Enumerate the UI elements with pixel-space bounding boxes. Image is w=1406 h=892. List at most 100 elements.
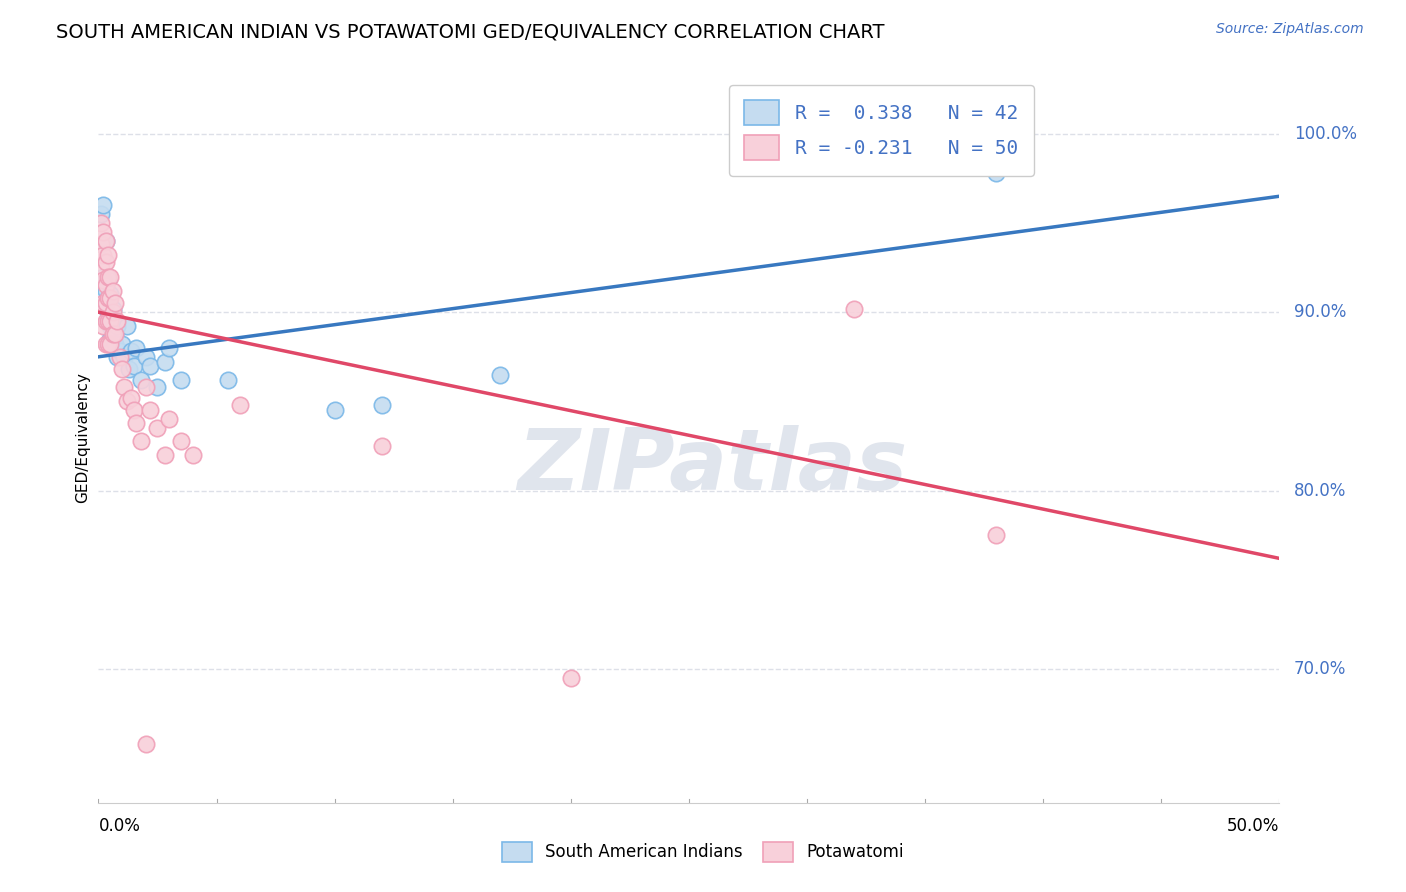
Text: Source: ZipAtlas.com: Source: ZipAtlas.com bbox=[1216, 22, 1364, 37]
Point bbox=[98, 337, 121, 351]
Point bbox=[101, 301, 124, 316]
Point bbox=[94, 284, 117, 298]
Point bbox=[104, 296, 127, 310]
Point bbox=[91, 319, 114, 334]
Point bbox=[105, 319, 128, 334]
Text: 80.0%: 80.0% bbox=[1294, 482, 1346, 500]
Point bbox=[323, 403, 346, 417]
Point bbox=[98, 314, 121, 328]
Point bbox=[139, 359, 162, 373]
Point bbox=[844, 301, 866, 316]
Point bbox=[170, 373, 193, 387]
Point bbox=[91, 225, 114, 239]
Point bbox=[153, 355, 176, 369]
Point bbox=[105, 314, 128, 328]
Point bbox=[371, 398, 394, 412]
Point bbox=[157, 412, 180, 426]
Point bbox=[90, 216, 112, 230]
Point bbox=[181, 448, 204, 462]
Point bbox=[115, 394, 138, 409]
Point bbox=[139, 403, 162, 417]
Point bbox=[984, 528, 1007, 542]
Point bbox=[104, 326, 127, 341]
Point bbox=[111, 362, 134, 376]
Point bbox=[94, 234, 117, 248]
Text: SOUTH AMERICAN INDIAN VS POTAWATOMI GED/EQUIVALENCY CORRELATION CHART: SOUTH AMERICAN INDIAN VS POTAWATOMI GED/… bbox=[56, 22, 884, 41]
Point bbox=[98, 332, 121, 346]
Point bbox=[371, 439, 394, 453]
Point bbox=[97, 273, 120, 287]
Point bbox=[94, 296, 117, 310]
Point bbox=[560, 671, 582, 685]
Point bbox=[111, 337, 134, 351]
Y-axis label: GED/Equivalency: GED/Equivalency bbox=[75, 372, 90, 502]
Point bbox=[229, 398, 252, 412]
Text: 50.0%: 50.0% bbox=[1227, 817, 1279, 835]
Point bbox=[101, 326, 124, 341]
Point bbox=[91, 198, 114, 212]
Point bbox=[135, 737, 157, 751]
Point bbox=[115, 319, 138, 334]
Legend: South American Indians, Potawatomi: South American Indians, Potawatomi bbox=[494, 833, 912, 871]
Point bbox=[104, 337, 127, 351]
Point bbox=[90, 207, 112, 221]
Point bbox=[94, 278, 117, 293]
Point bbox=[97, 291, 120, 305]
Point bbox=[112, 350, 135, 364]
Point bbox=[98, 319, 121, 334]
Point bbox=[97, 305, 120, 319]
Text: ZIPatlas: ZIPatlas bbox=[517, 425, 908, 508]
Point bbox=[129, 373, 152, 387]
Text: 100.0%: 100.0% bbox=[1294, 125, 1357, 143]
Point bbox=[94, 337, 117, 351]
Point bbox=[121, 391, 143, 405]
Point bbox=[97, 337, 120, 351]
Point bbox=[170, 434, 193, 448]
Point bbox=[94, 296, 117, 310]
Point bbox=[97, 248, 120, 262]
Point bbox=[105, 350, 128, 364]
Point bbox=[91, 248, 114, 262]
Point bbox=[135, 350, 157, 364]
Point bbox=[94, 234, 117, 248]
Point bbox=[90, 260, 112, 275]
Point bbox=[125, 341, 148, 355]
Point bbox=[98, 291, 121, 305]
Point bbox=[146, 380, 169, 394]
Point bbox=[108, 344, 131, 359]
Point bbox=[984, 166, 1007, 180]
Point bbox=[217, 373, 239, 387]
Point bbox=[118, 362, 141, 376]
Point bbox=[122, 403, 145, 417]
Point bbox=[135, 380, 157, 394]
Point bbox=[91, 269, 114, 284]
Point bbox=[97, 314, 120, 328]
Point bbox=[489, 368, 512, 382]
Point bbox=[125, 416, 148, 430]
Point bbox=[97, 291, 120, 305]
Point bbox=[94, 314, 117, 328]
Point bbox=[129, 434, 152, 448]
Point bbox=[122, 359, 145, 373]
Point bbox=[101, 314, 124, 328]
Point bbox=[104, 314, 127, 328]
Point bbox=[104, 326, 127, 341]
Point bbox=[108, 350, 131, 364]
Point bbox=[98, 269, 121, 284]
Point bbox=[101, 326, 124, 341]
Text: 90.0%: 90.0% bbox=[1294, 303, 1346, 321]
Point bbox=[90, 237, 112, 252]
Point bbox=[91, 296, 114, 310]
Point bbox=[112, 380, 135, 394]
Point bbox=[157, 341, 180, 355]
Point bbox=[97, 269, 120, 284]
Point bbox=[98, 287, 121, 301]
Point bbox=[97, 314, 120, 328]
Point bbox=[153, 448, 176, 462]
Legend: R =  0.338   N = 42, R = -0.231   N = 50: R = 0.338 N = 42, R = -0.231 N = 50 bbox=[728, 85, 1033, 176]
Point bbox=[146, 421, 169, 435]
Point bbox=[101, 305, 124, 319]
Text: 0.0%: 0.0% bbox=[98, 817, 141, 835]
Point bbox=[101, 284, 124, 298]
Point bbox=[91, 273, 114, 287]
